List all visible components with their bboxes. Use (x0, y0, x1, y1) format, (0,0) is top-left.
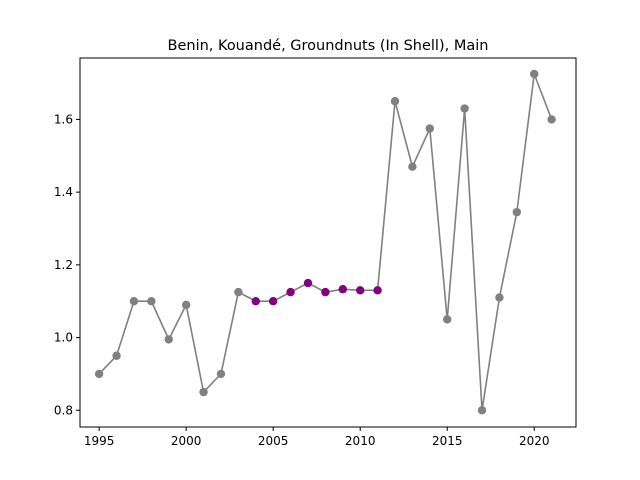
data-point-highlight (268, 297, 278, 306)
data-point (234, 287, 243, 297)
y-tick-label: 0.8 (54, 403, 73, 417)
data-point (164, 335, 173, 344)
data-point-highlight (356, 286, 365, 295)
data-point (216, 369, 226, 379)
data-point (112, 351, 121, 360)
x-tick-label: 2005 (258, 434, 289, 448)
data-point (547, 115, 556, 124)
x-tick-label: 2020 (519, 434, 550, 448)
data-point (94, 369, 104, 379)
data-point (477, 406, 487, 415)
y-tick-label: 1.0 (54, 331, 73, 345)
data-point (199, 387, 208, 397)
data-point-highlight (303, 278, 313, 288)
data-point (129, 297, 139, 306)
data-point-highlight (373, 286, 382, 295)
y-tick-label: 1.2 (54, 258, 73, 272)
axes-frame (79, 57, 577, 428)
data-point (495, 293, 504, 302)
axes: 1995 2000 2005 2010 2015 2020 0.8 1.0 1.2 1.4 1.6 (54, 57, 577, 448)
x-tick-label: 2010 (345, 434, 376, 448)
data-point (408, 162, 417, 171)
data-point (460, 104, 469, 113)
data-point (530, 69, 539, 79)
data-point-highlight (338, 285, 347, 294)
chart-title: Benin, Kouandé, Groundnuts (In Shell), M… (168, 38, 489, 54)
y-tick-label: 1.4 (54, 185, 73, 199)
data-point-highlight (321, 287, 330, 297)
y-tick-label: 1.6 (54, 112, 73, 126)
x-tick-label: 2015 (432, 434, 463, 448)
plot-area (94, 69, 556, 415)
data-point (512, 207, 522, 217)
data-point-highlight (286, 287, 295, 297)
x-tick-label: 2000 (171, 434, 202, 448)
data-point (147, 297, 156, 306)
data-point-highlight (251, 297, 260, 306)
series-line (98, 73, 553, 411)
x-tick-label: 1995 (84, 434, 115, 448)
data-point (443, 315, 452, 324)
data-point (390, 97, 400, 106)
data-point (181, 300, 191, 310)
data-point (425, 124, 435, 133)
